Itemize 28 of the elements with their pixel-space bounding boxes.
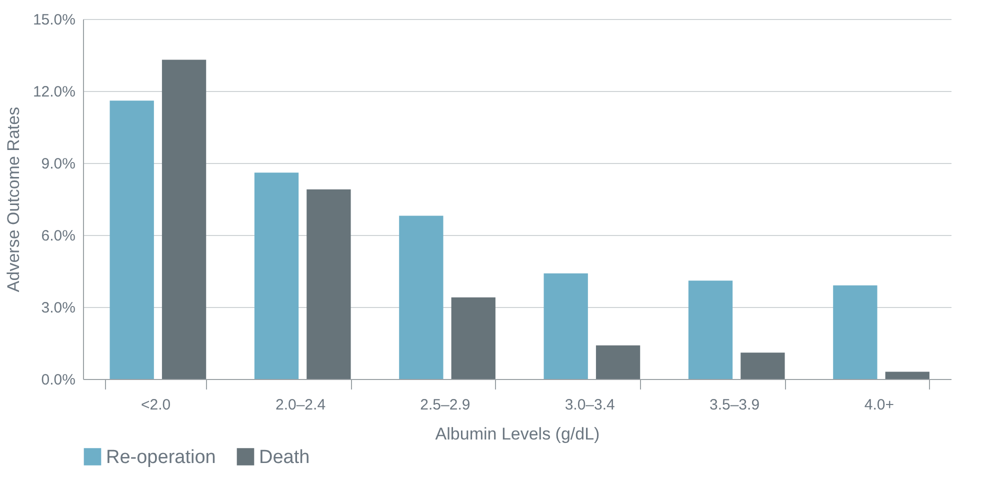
- bar: [833, 285, 878, 379]
- bar: [544, 273, 588, 379]
- bar: [162, 60, 206, 379]
- y-tick-label: 15.0%: [32, 12, 76, 28]
- y-tick-label: 9.0%: [41, 156, 76, 172]
- legend-label: Death: [259, 446, 310, 468]
- x-tick-label: <2.0: [141, 396, 171, 414]
- x-tick-label: 3.0–3.4: [564, 396, 615, 414]
- bar: [306, 189, 351, 379]
- x-axis-title: Albumin Levels (g/dL): [435, 424, 600, 444]
- legend-label: Re-operation: [106, 446, 216, 468]
- y-tick-label: 3.0%: [41, 300, 76, 316]
- bar: [885, 372, 930, 379]
- bar: [688, 280, 733, 379]
- bar: [110, 100, 154, 379]
- bar: [740, 352, 785, 379]
- y-tick-label: 6.0%: [41, 228, 76, 244]
- y-axis-title: Adverse Outcome Rates: [4, 106, 23, 292]
- y-tick-label: 0.0%: [41, 372, 76, 388]
- y-tick-label: 12.0%: [32, 84, 76, 100]
- bar: [451, 297, 496, 379]
- bar: [399, 216, 444, 379]
- x-tick-label: 2.0–2.4: [275, 396, 326, 414]
- x-tick-label: 2.5–2.9: [420, 396, 470, 414]
- bar: [596, 345, 640, 379]
- x-tick-label: 3.5–3.9: [709, 396, 760, 414]
- bar: [254, 172, 299, 379]
- x-tick-label: 4.0+: [864, 396, 894, 414]
